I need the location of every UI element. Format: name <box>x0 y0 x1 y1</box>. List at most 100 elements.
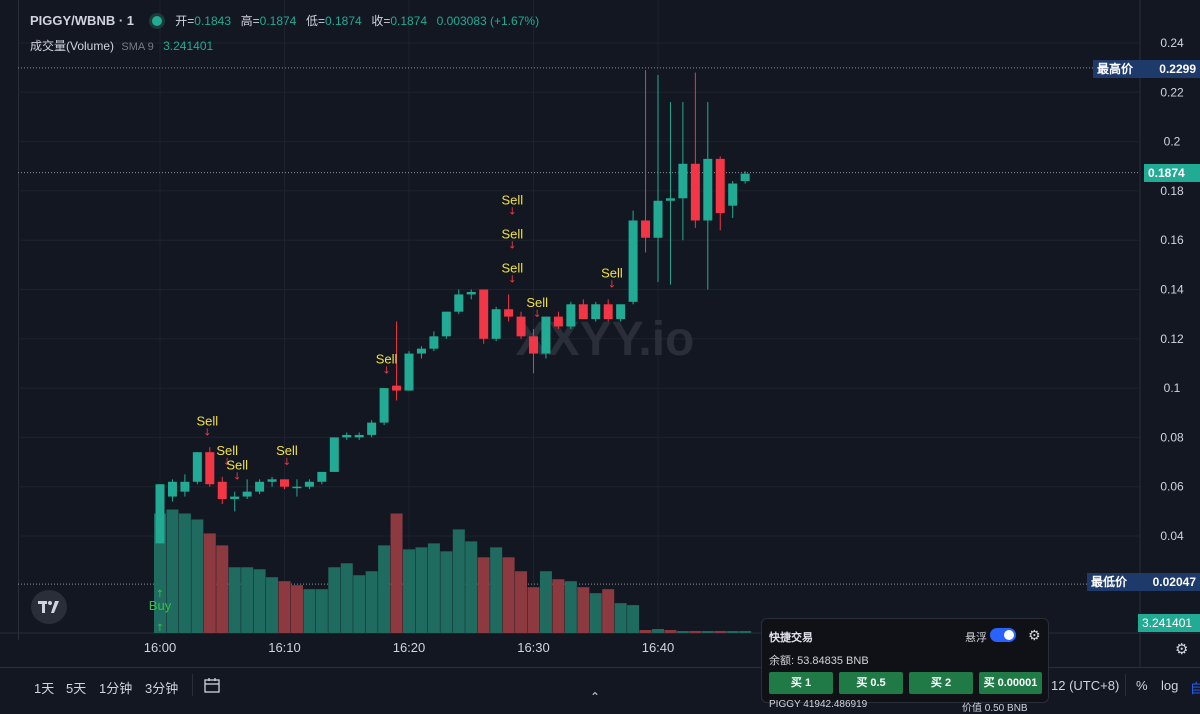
candle-body <box>255 481 265 492</box>
volume-bar <box>452 529 465 633</box>
x-axis: 16:00 16:10 16:20 16:30 16:40 <box>144 640 675 655</box>
sell-arrow: ↓ <box>533 309 541 320</box>
volume-bar <box>676 631 689 633</box>
status-dot-icon <box>151 16 162 26</box>
settings-icon[interactable]: ⚙ <box>1175 641 1189 658</box>
float-toggle[interactable] <box>990 628 1016 642</box>
volume-bar <box>216 545 229 633</box>
date-range-icon[interactable] <box>192 674 193 696</box>
volume-bar <box>726 631 739 633</box>
x-tick-label: 16:00 <box>144 640 177 655</box>
candle-body <box>354 434 364 438</box>
volume-bar <box>527 587 540 633</box>
candle-body <box>217 481 227 500</box>
volume-bar <box>627 605 640 633</box>
chevron-up-icon[interactable]: ⌃ <box>590 690 601 704</box>
candle-body <box>628 220 638 302</box>
volume-bar <box>589 593 602 633</box>
candle-body <box>578 304 588 320</box>
calendar-icon[interactable] <box>203 677 221 695</box>
sell-signal-label: Sell <box>501 226 523 241</box>
volume-bar <box>328 567 341 633</box>
candle-body <box>491 309 501 339</box>
y-tick-label: 0.18 <box>1160 184 1184 198</box>
volume-bar <box>378 545 391 633</box>
candle-body <box>180 481 190 492</box>
auto-toggle[interactable]: 自 <box>1190 681 1200 696</box>
candle-body <box>441 311 451 337</box>
volume-value: 3.241401 <box>163 39 214 53</box>
candle-body <box>429 336 439 349</box>
volume-bar <box>664 630 677 633</box>
candle-body <box>267 479 277 482</box>
candle-body <box>479 289 489 339</box>
candle-body <box>342 434 352 438</box>
candle-body <box>504 309 514 317</box>
candle-body <box>379 388 389 423</box>
volume-legend[interactable]: 成交量(Volume) SMA 9 3.241401 <box>30 37 213 54</box>
buy-1-button[interactable]: 买 1 <box>769 672 833 694</box>
volume-bar <box>515 571 528 633</box>
timezone-label[interactable]: 12 (UTC+8) <box>1051 678 1120 693</box>
volume-bar <box>203 533 216 633</box>
volume-bar <box>353 575 366 633</box>
volume-bar <box>365 571 378 633</box>
percent-toggle[interactable]: % <box>1136 678 1148 693</box>
volume-bar <box>652 629 664 633</box>
interval-1m[interactable]: 1分钟 <box>99 681 133 696</box>
volume-bar <box>539 571 552 633</box>
candle-body <box>641 220 651 238</box>
volume-bar <box>278 581 291 633</box>
high-value: 0.1874 <box>259 14 297 28</box>
candle-body <box>591 304 601 320</box>
candle-body <box>728 183 738 206</box>
low-price-tag: 最低价 0.02047 <box>1087 573 1200 591</box>
symbol-label[interactable]: PIGGY/WBNB <box>30 13 116 28</box>
sell-arrow: ↓ <box>233 472 241 483</box>
interval-1d[interactable]: 1天 <box>34 681 55 696</box>
holding-text: PIGGY 41942.486919 <box>769 699 868 710</box>
volume-bar <box>577 587 590 633</box>
volume-tag-value: 3.241401 <box>1142 616 1193 630</box>
volume-bar <box>290 585 303 633</box>
sell-arrow: ↓ <box>203 427 211 438</box>
buy-arrow: ↑ <box>156 589 164 600</box>
x-tick-label: 16:30 <box>517 640 550 655</box>
volume-bar <box>477 557 490 633</box>
candle-body <box>529 336 538 354</box>
x-tick-label: 16:20 <box>393 640 426 655</box>
y-tick-label: 0.04 <box>1160 529 1184 543</box>
quick-trade-panel: 快捷交易 悬浮 ⚙ 余额: 53.84835 BNB 买 1 买 0.5 买 2… <box>761 618 1049 714</box>
last-tag-value: 0.1874 <box>1148 166 1185 180</box>
log-toggle[interactable]: log <box>1161 678 1179 693</box>
gear-icon[interactable]: ⚙ <box>1028 627 1041 643</box>
high-tag-label: 最高价 <box>1097 62 1134 76</box>
buy-0.5-button[interactable]: 买 0.5 <box>839 672 903 694</box>
close-label: 收= <box>371 14 391 28</box>
high-tag-value: 0.2299 <box>1159 62 1196 76</box>
interval-3m[interactable]: 3分钟 <box>145 681 179 696</box>
x-tick-label: 16:10 <box>268 640 301 655</box>
interval-5d[interactable]: 5天 <box>66 681 87 696</box>
volume-bar <box>390 513 403 633</box>
volume-bar <box>191 519 204 633</box>
candles <box>155 70 750 544</box>
candle-body <box>740 173 750 182</box>
left-toolbar[interactable] <box>0 0 19 640</box>
volume-bar <box>490 547 503 633</box>
sell-arrow: ↓ <box>283 457 291 468</box>
y-axis: 0.24 0.22 0.2 0.18 0.16 0.14 0.12 0.1 0.08 0.06 0.… <box>1160 36 1184 543</box>
tradingview-logo[interactable] <box>31 590 67 624</box>
volume-bar <box>739 631 752 633</box>
candle-body <box>317 471 327 482</box>
volume-bar <box>253 569 266 633</box>
volume-label: 成交量(Volume) <box>30 39 115 53</box>
candle-body <box>603 304 613 320</box>
sell-arrow: ↓ <box>508 206 516 217</box>
buy-0.00001-button[interactable]: 买 0.00001 <box>979 672 1042 694</box>
sell-signal-label: Sell <box>276 443 298 458</box>
divider <box>1125 674 1126 696</box>
buy-2-button[interactable]: 买 2 <box>909 672 973 694</box>
